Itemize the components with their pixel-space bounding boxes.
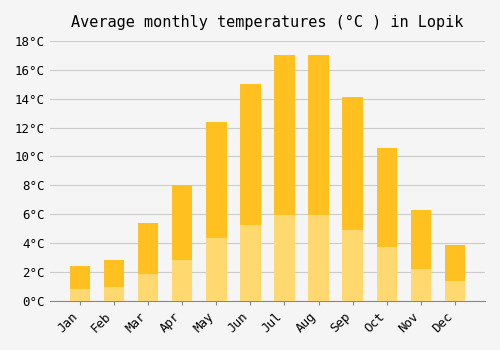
Bar [274,55,294,301]
Bar [206,122,227,301]
Bar [104,287,124,301]
Bar [206,238,227,301]
Bar [104,260,124,301]
Bar [376,247,397,301]
Bar [445,245,465,301]
Bar [445,281,465,301]
Bar [70,266,90,301]
Bar [410,210,431,301]
Bar [342,230,363,301]
Bar [138,274,158,301]
Bar [240,225,260,301]
Bar [308,215,329,301]
Bar [342,97,363,301]
Bar [138,223,158,301]
Bar [410,269,431,301]
Bar [308,55,329,301]
Bar [70,289,90,301]
Title: Average monthly temperatures (°C ) in Lopik: Average monthly temperatures (°C ) in Lo… [71,15,464,30]
Bar [376,148,397,301]
Bar [274,215,294,301]
Bar [240,84,260,301]
Bar [172,186,193,301]
Bar [172,260,193,301]
